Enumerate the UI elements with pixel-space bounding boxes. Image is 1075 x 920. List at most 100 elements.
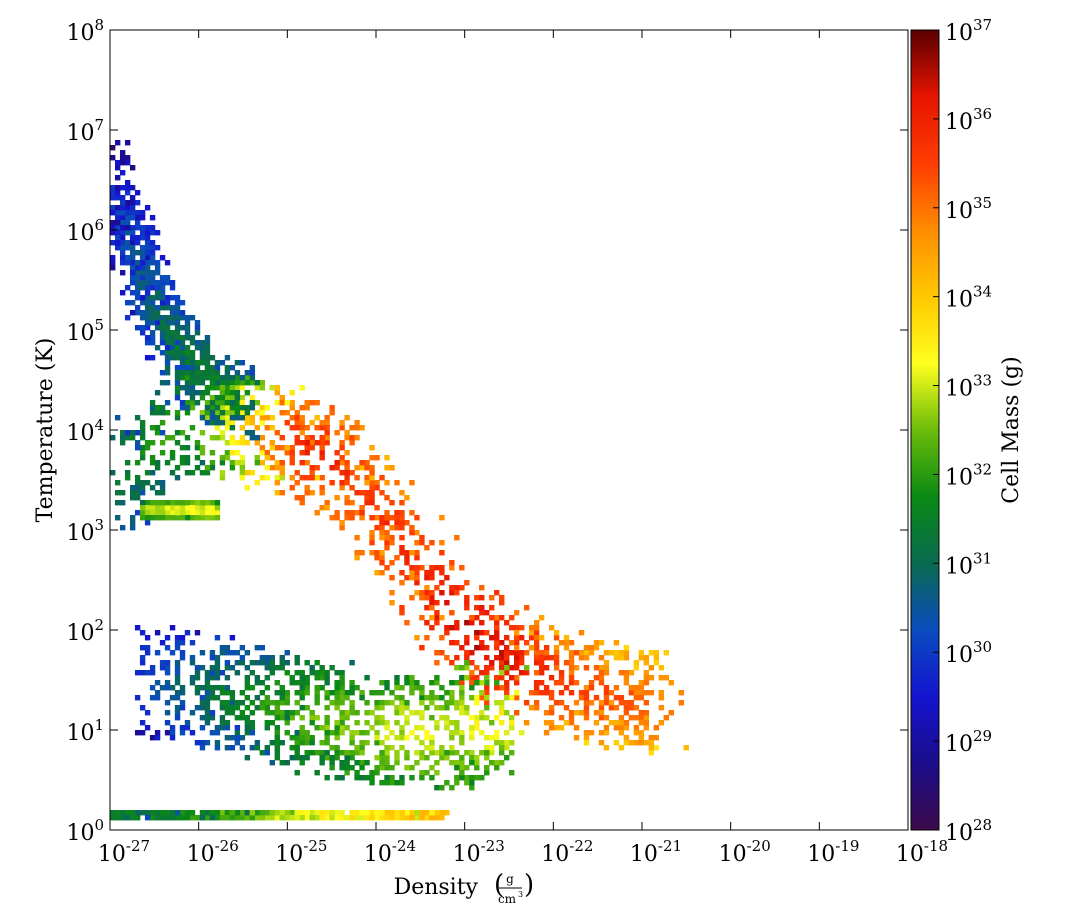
heatmap-cell <box>124 200 131 206</box>
heatmap-cell <box>194 380 201 386</box>
heatmap-cell <box>598 675 605 681</box>
heatmap-cell <box>399 500 405 506</box>
heatmap-cell <box>638 650 645 656</box>
heatmap-cell <box>219 645 226 651</box>
heatmap-cell <box>204 385 211 391</box>
heatmap-cell <box>439 695 445 701</box>
heatmap-cell <box>583 730 590 736</box>
heatmap-cell <box>454 700 460 706</box>
heatmap-cell <box>499 595 505 601</box>
heatmap-cell <box>558 670 565 676</box>
x-tick-label: 10-21 <box>630 837 682 867</box>
heatmap-cell <box>324 430 330 436</box>
heatmap-cell <box>613 655 620 661</box>
heatmap-cell <box>254 425 261 431</box>
heatmap-cell <box>239 435 246 441</box>
heatmap-cell <box>159 810 166 816</box>
heatmap-cell <box>149 215 156 221</box>
heatmap-cell <box>129 265 136 271</box>
heatmap-cell <box>269 700 275 706</box>
heatmap-cell <box>294 435 300 441</box>
heatmap-cell <box>648 650 655 656</box>
heatmap-cell <box>429 715 435 721</box>
heatmap-cell <box>194 515 201 521</box>
heatmap-cell <box>494 740 500 746</box>
heatmap-cell <box>309 815 315 821</box>
heatmap-cell <box>299 715 305 721</box>
heatmap-cell <box>399 525 405 531</box>
heatmap-cell <box>214 370 221 376</box>
heatmap-cell <box>509 640 515 646</box>
heatmap-cell <box>174 395 181 401</box>
heatmap-cell <box>344 710 350 716</box>
heatmap-cell <box>369 535 375 541</box>
heatmap-cell <box>154 310 161 316</box>
heatmap-cell <box>144 340 151 346</box>
heatmap-cell <box>144 290 151 296</box>
heatmap-cell <box>244 430 251 436</box>
heatmap-cell <box>359 730 365 736</box>
heatmap-cell <box>219 705 226 711</box>
heatmap-cell <box>339 685 345 691</box>
heatmap-cell <box>394 810 400 816</box>
heatmap-cell <box>419 690 425 696</box>
heatmap-cell <box>244 410 251 416</box>
heatmap-cell <box>209 355 216 361</box>
heatmap-cell <box>354 535 360 541</box>
heatmap-cell <box>269 455 275 461</box>
heatmap-cell <box>384 565 390 571</box>
heatmap-cell <box>144 300 151 306</box>
heatmap-cell <box>464 765 470 771</box>
heatmap-cell <box>558 715 565 721</box>
heatmap-cell <box>134 250 141 256</box>
heatmap-cell <box>134 215 141 221</box>
heatmap-cell <box>474 775 480 781</box>
heatmap-cell <box>274 465 280 471</box>
heatmap-cell <box>274 460 280 466</box>
heatmap-cell <box>164 340 171 346</box>
heatmap-cell <box>538 665 545 671</box>
heatmap-cell <box>179 335 186 341</box>
heatmap-cell <box>449 585 455 591</box>
heatmap-cell <box>309 715 315 721</box>
heatmap-cell <box>479 620 485 626</box>
heatmap-cell <box>424 755 430 761</box>
heatmap-cell <box>204 720 211 726</box>
heatmap-cell <box>414 515 420 521</box>
heatmap-cell <box>628 705 635 711</box>
heatmap-cell <box>354 550 360 556</box>
heatmap-cell <box>294 680 300 686</box>
heatmap-cell <box>194 675 201 681</box>
x-axis-unit-numerator: g <box>506 872 514 886</box>
heatmap-cell <box>359 765 365 771</box>
heatmap-cell <box>264 675 270 681</box>
heatmap-cell <box>214 670 221 676</box>
heatmap-cell <box>359 740 365 746</box>
heatmap-cell <box>254 480 261 486</box>
heatmap-cell <box>164 660 171 666</box>
heatmap-cell <box>444 750 450 756</box>
heatmap-cell <box>469 735 475 741</box>
heatmap-cell <box>374 700 380 706</box>
heatmap-cell <box>449 745 455 751</box>
heatmap-cell <box>124 430 131 436</box>
heatmap-cell <box>653 745 660 751</box>
heatmap-cell <box>324 505 330 511</box>
heatmap-cell <box>224 650 231 656</box>
heatmap-cell <box>449 625 455 631</box>
heatmap-cell <box>394 510 400 516</box>
heatmap-cell <box>354 815 360 821</box>
heatmap-cell <box>184 390 191 396</box>
heatmap-cell <box>144 280 151 286</box>
heatmap-cell <box>454 765 460 771</box>
heatmap-cell <box>174 500 181 506</box>
heatmap-cell <box>384 760 390 766</box>
heatmap-cell <box>174 385 181 391</box>
heatmap-cell <box>494 625 500 631</box>
heatmap-cell <box>494 760 500 766</box>
heatmap-cell <box>244 720 251 726</box>
heatmap-cell <box>334 700 340 706</box>
heatmap-cell <box>349 680 355 686</box>
heatmap-cell <box>533 705 540 711</box>
heatmap-cell <box>678 690 684 696</box>
